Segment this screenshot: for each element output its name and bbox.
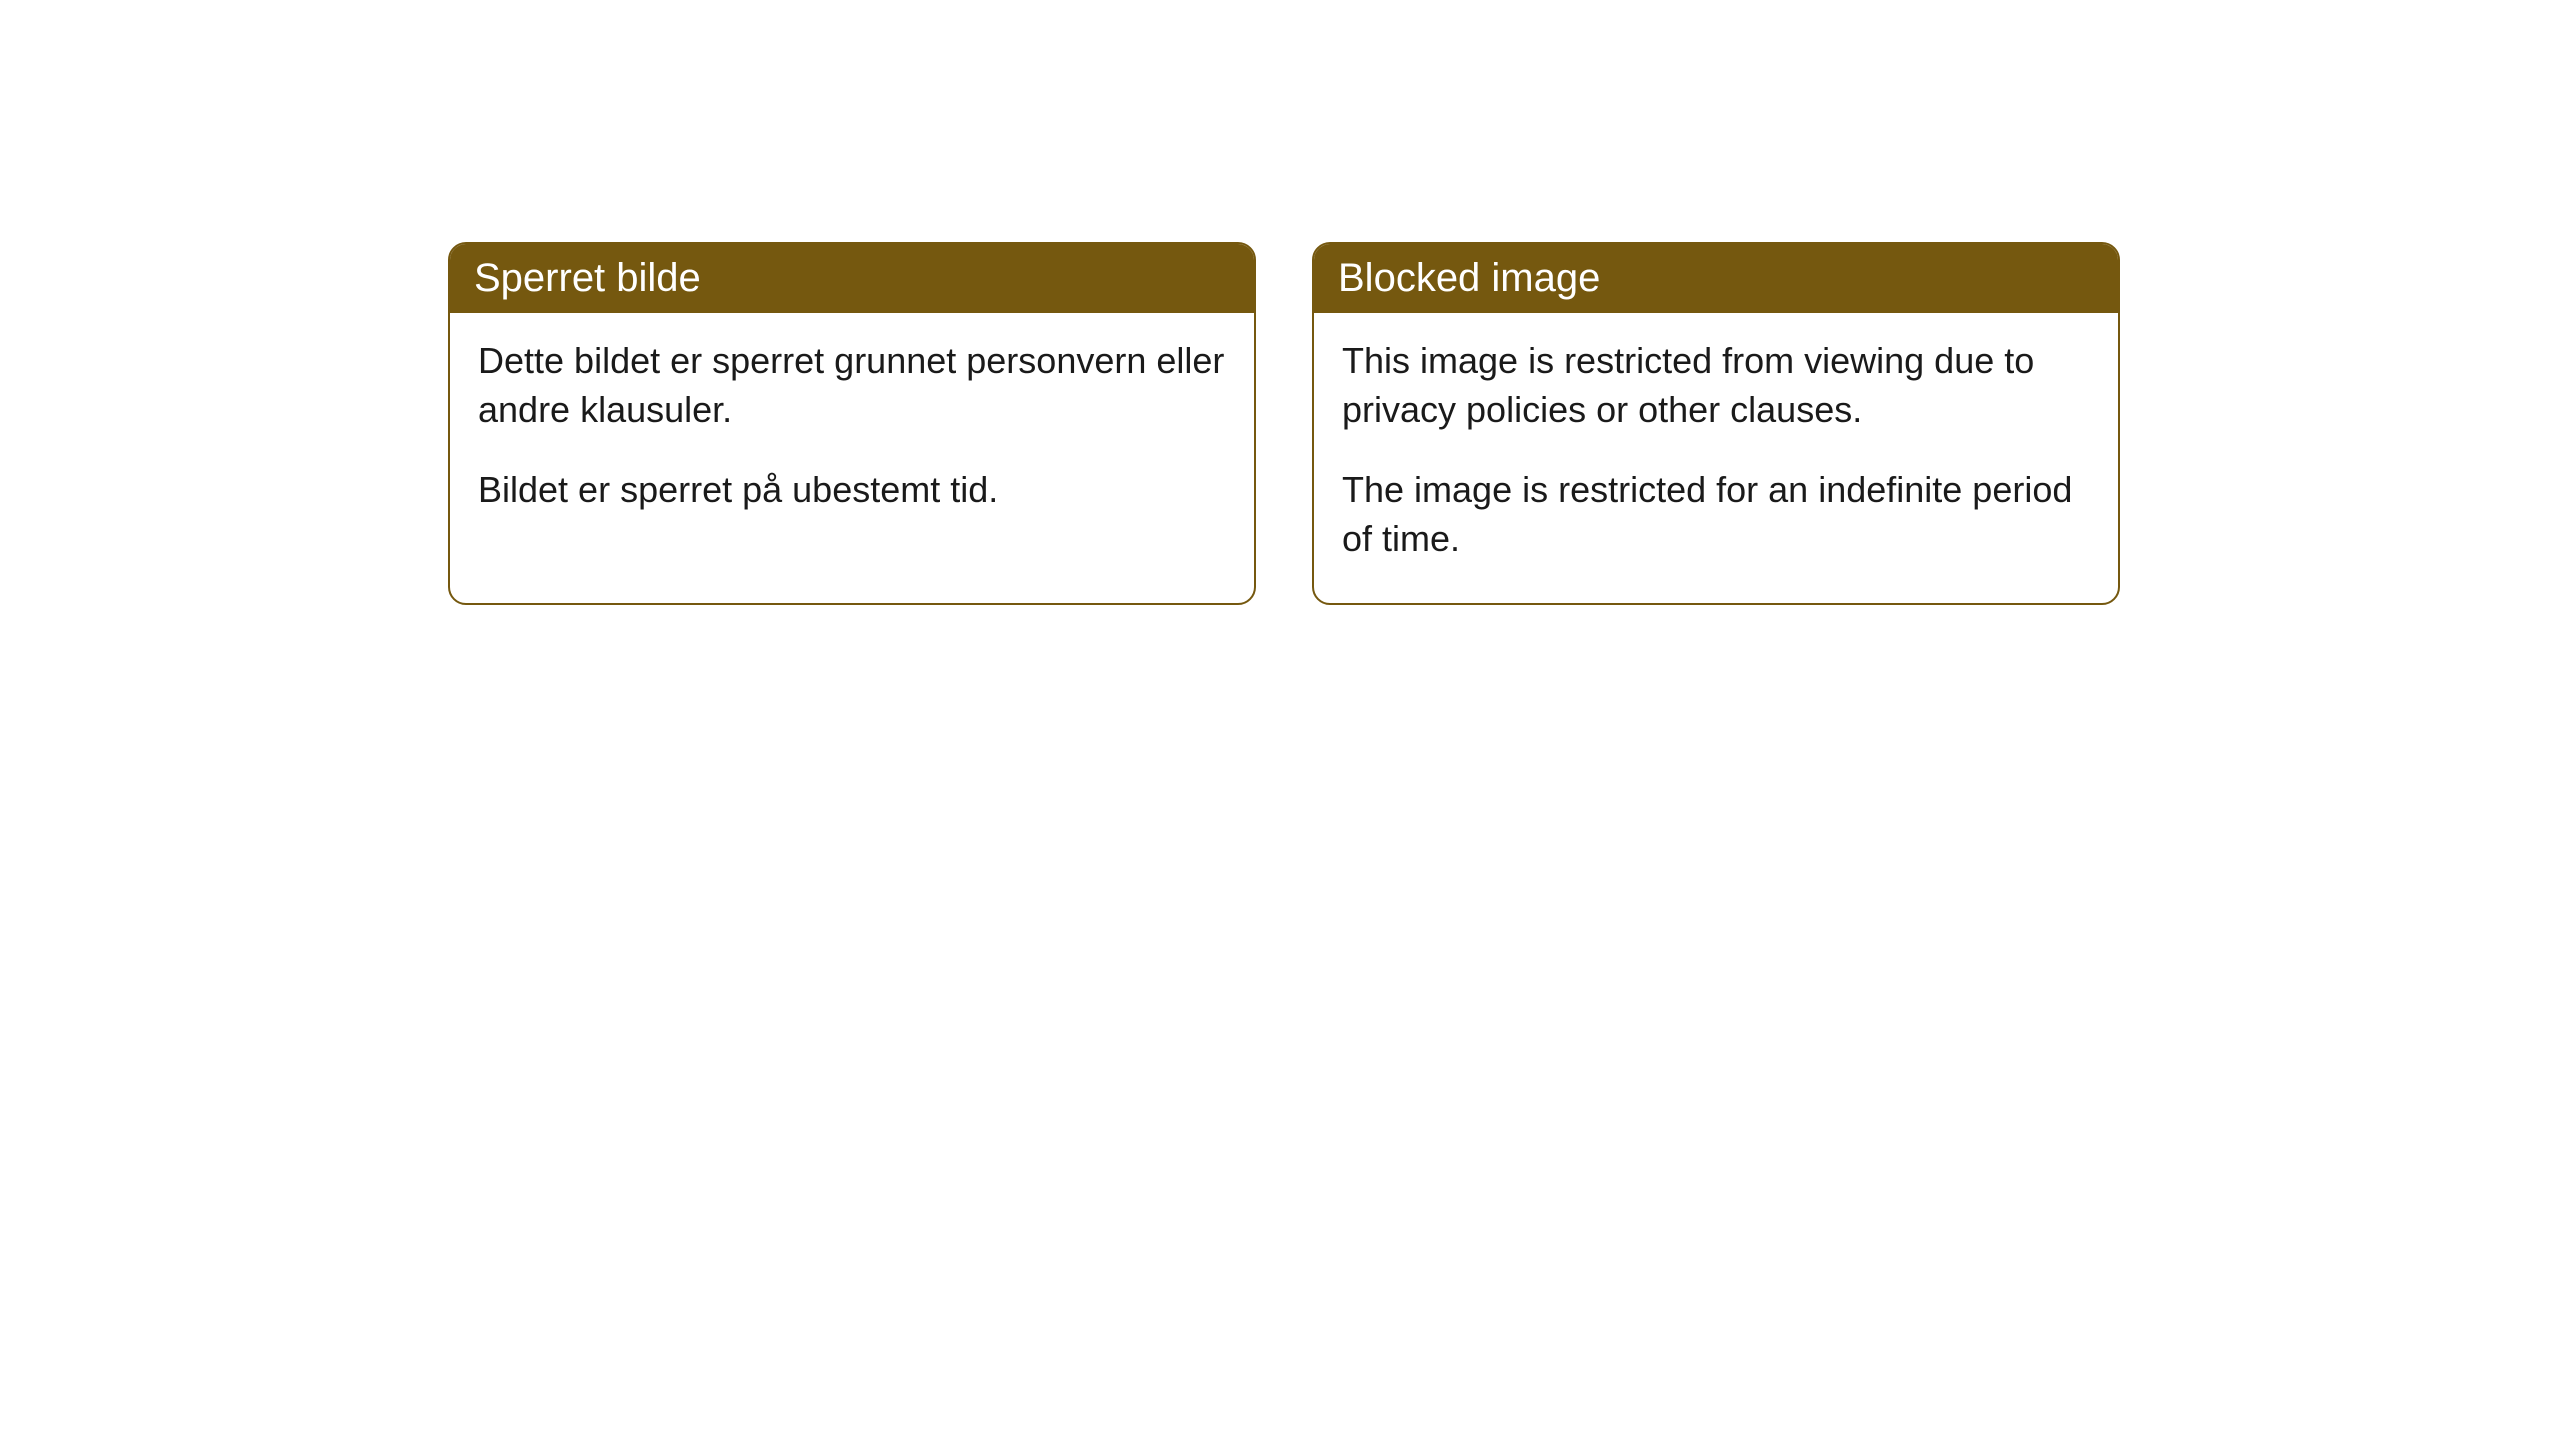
card-paragraph: This image is restricted from viewing du… [1342, 337, 2090, 434]
card-header: Blocked image [1314, 244, 2118, 313]
cards-container: Sperret bilde Dette bildet er sperret gr… [0, 0, 2560, 605]
card-paragraph: The image is restricted for an indefinit… [1342, 466, 2090, 563]
card-body: Dette bildet er sperret grunnet personve… [450, 313, 1254, 555]
card-title: Sperret bilde [474, 256, 701, 300]
card-header: Sperret bilde [450, 244, 1254, 313]
blocked-image-card-english: Blocked image This image is restricted f… [1312, 242, 2120, 605]
card-title: Blocked image [1338, 256, 1600, 300]
card-body: This image is restricted from viewing du… [1314, 313, 2118, 603]
card-paragraph: Dette bildet er sperret grunnet personve… [478, 337, 1226, 434]
blocked-image-card-norwegian: Sperret bilde Dette bildet er sperret gr… [448, 242, 1256, 605]
card-paragraph: Bildet er sperret på ubestemt tid. [478, 466, 1226, 515]
